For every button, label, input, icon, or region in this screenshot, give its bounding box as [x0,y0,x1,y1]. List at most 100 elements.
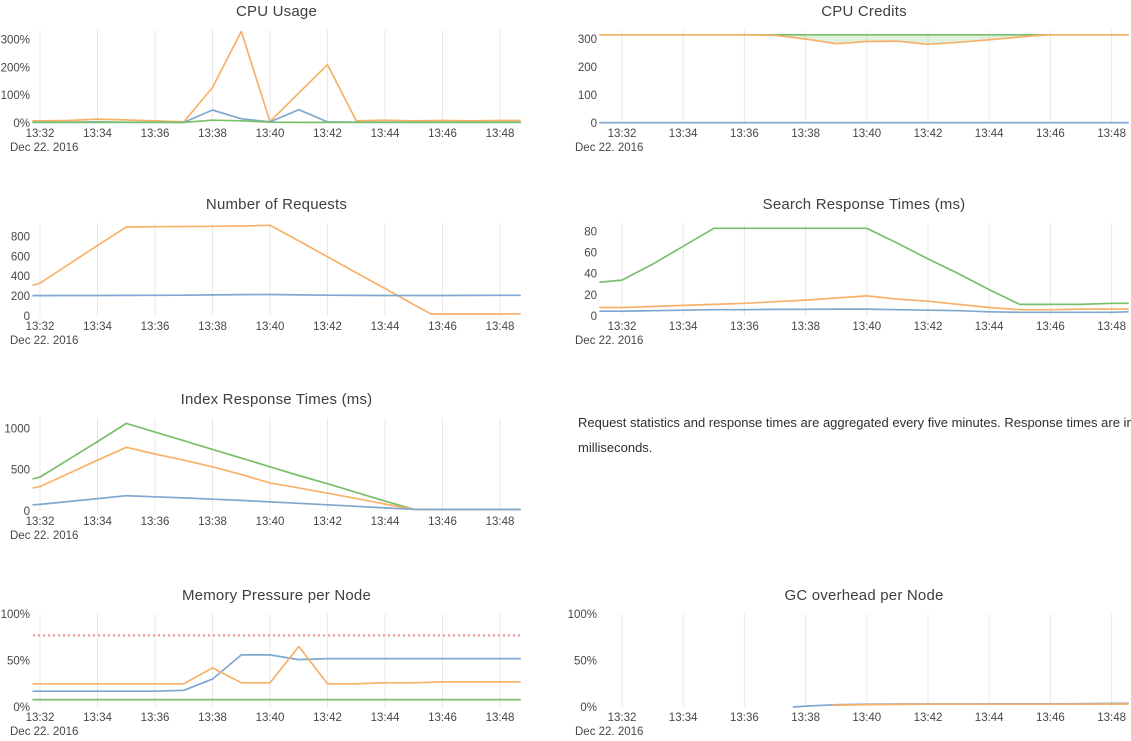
svg-text:13:38: 13:38 [791,321,820,333]
svg-text:Dec 22. 2016: Dec 22. 2016 [575,335,643,347]
gc-overhead-plot[interactable]: 0% 50% 100% 13:32 13:34 13:36 13:38 13:40 13:42 1… [565,584,1131,741]
svg-text:13:46: 13:46 [428,321,457,333]
svg-text:13:38: 13:38 [198,516,227,528]
aggregation-note: Request statistics and response times ar… [578,415,1131,455]
svg-text:13:36: 13:36 [141,128,170,140]
svg-text:800: 800 [11,231,30,243]
svg-text:13:36: 13:36 [141,321,170,333]
chart-memory-pressure: Memory Pressure per Node 0% 50% 100% 13:32 1… [0,584,530,741]
chart-index-response-times: Index Response Times (ms) 0 500 1000 13:32 1… [0,388,530,548]
svg-text:60: 60 [584,248,597,260]
chart-title: GC overhead per Node [784,587,944,604]
cpu-usage-plot[interactable]: 0% 100% 200% 300% 13:32 13:34 13:36 13:38 13:40 1… [0,0,530,160]
svg-text:Dec 22. 2016: Dec 22. 2016 [575,726,643,738]
number-of-requests-plot[interactable]: 0 200 400 600 800 13:32 13:34 13:36 13:38 13:40 13… [0,193,530,353]
svg-text:13:36: 13:36 [141,712,170,724]
svg-text:13:40: 13:40 [256,128,285,140]
svg-text:0: 0 [24,506,30,518]
svg-text:13:48: 13:48 [1097,128,1126,140]
svg-text:0%: 0% [13,702,30,714]
memory-pressure-plot[interactable]: 0% 50% 100% 13:32 13:34 13:36 13:38 13:40 13:42 1… [0,584,530,741]
chart-title: Memory Pressure per Node [181,587,372,604]
svg-text:13:36: 13:36 [141,516,170,528]
svg-text:13:32: 13:32 [608,321,637,333]
svg-text:13:42: 13:42 [313,128,342,140]
svg-text:13:32: 13:32 [608,128,637,140]
svg-text:13:46: 13:46 [428,712,457,724]
chart-search-response-times: Search Response Times (ms) 0 20 40 60 80 13:3… [565,193,1131,353]
svg-text:13:32: 13:32 [26,516,55,528]
svg-text:600: 600 [11,251,30,263]
index-response-times-plot[interactable]: 0 500 1000 13:32 13:34 13:36 13:38 13:40 13:42 13… [0,388,530,548]
svg-text:13:42: 13:42 [914,321,943,333]
svg-text:13:36: 13:36 [730,321,759,333]
chart-title: Search Response Times (ms) [762,196,966,213]
svg-text:13:34: 13:34 [83,516,112,528]
svg-text:13:40: 13:40 [256,321,285,333]
svg-text:100: 100 [578,90,597,102]
svg-text:20: 20 [584,290,597,302]
svg-text:40: 40 [584,269,597,281]
cpu-credits-plot[interactable]: 0 100 200 300 13:32 13:34 13:36 13:38 13:40 13:42… [565,0,1131,160]
svg-text:13:42: 13:42 [313,321,342,333]
chart-title: Number of Requests [205,196,348,213]
svg-text:13:44: 13:44 [371,128,400,140]
svg-text:13:42: 13:42 [914,128,943,140]
chart-number-of-requests: Number of Requests 0 200 400 600 800 13:32 13:… [0,193,530,353]
svg-text:13:38: 13:38 [198,128,227,140]
svg-text:13:48: 13:48 [1097,712,1126,724]
svg-text:300%: 300% [1,35,30,47]
svg-text:13:44: 13:44 [371,321,400,333]
svg-text:100%: 100% [1,609,30,621]
svg-text:13:32: 13:32 [26,321,55,333]
search-response-times-plot[interactable]: 0 20 40 60 80 13:32 13:34 13:36 13:38 13:40 13:42 1… [565,193,1131,353]
svg-text:13:34: 13:34 [669,321,698,333]
svg-text:13:34: 13:34 [83,712,112,724]
svg-text:13:42: 13:42 [914,712,943,724]
svg-text:13:34: 13:34 [83,128,112,140]
svg-text:13:46: 13:46 [1036,128,1065,140]
svg-text:13:32: 13:32 [26,128,55,140]
svg-text:13:44: 13:44 [371,712,400,724]
svg-text:13:42: 13:42 [313,516,342,528]
svg-text:200%: 200% [1,62,30,74]
svg-text:13:34: 13:34 [669,128,698,140]
svg-text:0: 0 [591,311,597,323]
svg-text:13:44: 13:44 [371,516,400,528]
svg-text:50%: 50% [7,656,30,668]
svg-text:13:38: 13:38 [198,321,227,333]
svg-text:13:32: 13:32 [26,712,55,724]
svg-text:13:46: 13:46 [428,128,457,140]
svg-text:13:34: 13:34 [83,321,112,333]
svg-text:200: 200 [578,62,597,74]
svg-text:300: 300 [578,34,597,46]
svg-text:400: 400 [11,271,30,283]
svg-text:500: 500 [11,465,30,477]
svg-text:13:44: 13:44 [975,128,1004,140]
chart-cpu-credits: CPU Credits 0 100 200 300 13:32 13:34 13:36 13:… [565,0,1131,160]
svg-text:13:34: 13:34 [669,712,698,724]
svg-text:13:48: 13:48 [486,516,515,528]
svg-text:13:38: 13:38 [791,712,820,724]
svg-text:13:32: 13:32 [608,712,637,724]
svg-text:13:38: 13:38 [791,128,820,140]
svg-text:0%: 0% [580,702,597,714]
svg-text:13:40: 13:40 [852,321,881,333]
svg-text:Dec 22. 2016: Dec 22. 2016 [10,726,78,738]
svg-text:13:46: 13:46 [428,516,457,528]
svg-text:13:36: 13:36 [730,128,759,140]
svg-text:80: 80 [584,226,597,238]
chart-gc-overhead: GC overhead per Node 0% 50% 100% 13:32 13:34… [565,584,1131,741]
svg-text:13:46: 13:46 [1036,712,1065,724]
svg-text:13:48: 13:48 [486,712,515,724]
svg-text:13:48: 13:48 [486,321,515,333]
svg-text:100%: 100% [1,90,30,102]
svg-text:13:42: 13:42 [313,712,342,724]
chart-title: CPU Credits [821,3,907,20]
svg-text:1000: 1000 [4,423,30,435]
svg-text:13:40: 13:40 [256,516,285,528]
svg-text:0: 0 [24,311,30,323]
svg-text:13:44: 13:44 [975,712,1004,724]
svg-text:0: 0 [591,118,597,130]
